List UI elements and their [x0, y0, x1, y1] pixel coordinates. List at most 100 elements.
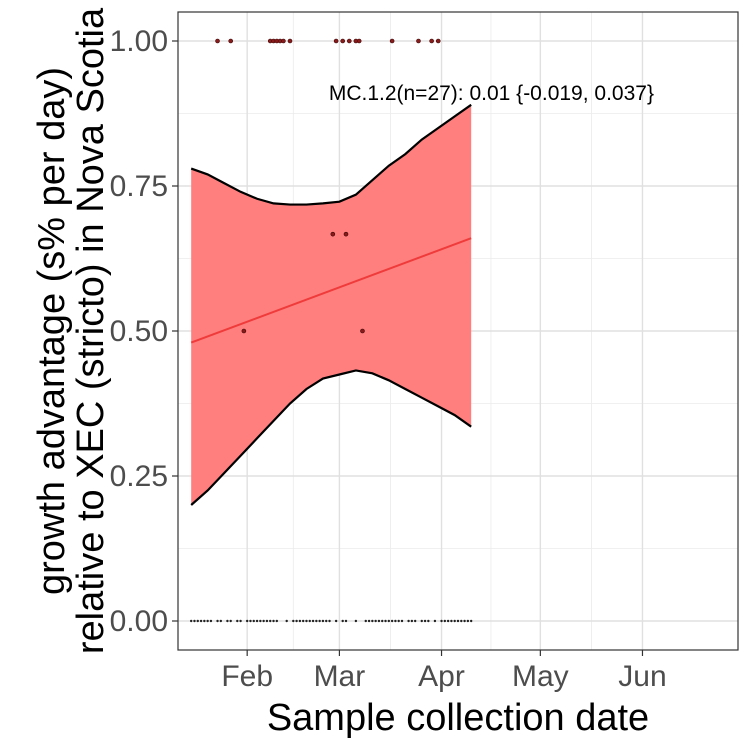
data-point — [429, 38, 434, 44]
data-point — [318, 619, 321, 623]
data-point — [364, 619, 367, 623]
data-point — [400, 619, 404, 623]
x-axis-title: Sample collection date — [267, 697, 649, 739]
y-axis-title-line-2: relative to XEC (stricto) in Nova Scotia — [70, 7, 112, 654]
data-point — [384, 619, 387, 623]
data-point — [241, 328, 247, 334]
data-point — [420, 619, 423, 623]
data-point — [226, 619, 229, 623]
data-point — [340, 38, 346, 44]
data-point — [216, 619, 219, 623]
data-point — [228, 38, 234, 44]
data-point — [219, 619, 223, 623]
data-point — [466, 619, 470, 623]
fit-line — [190, 237, 472, 344]
data-point — [298, 619, 302, 623]
data-point — [354, 619, 358, 623]
y-tick-label: 0.00 — [110, 605, 168, 638]
data-point — [344, 619, 348, 623]
data-point — [394, 619, 397, 623]
confidence-lower-line — [190, 369, 472, 506]
data-point — [356, 38, 362, 44]
data-point — [215, 38, 220, 44]
data-point — [427, 619, 430, 623]
data-point — [325, 619, 328, 623]
fit-line-group — [190, 237, 472, 344]
data-point — [321, 619, 325, 623]
data-point — [387, 619, 391, 623]
data-point — [311, 619, 315, 623]
data-point — [295, 619, 298, 623]
x-axis-ticks: Feb Mar Apr May Jun — [221, 650, 667, 693]
data-point — [390, 619, 394, 623]
data-point — [377, 619, 381, 623]
data-point — [287, 38, 293, 44]
data-point — [330, 231, 336, 237]
data-point — [203, 619, 206, 623]
data-point — [265, 619, 269, 623]
x-tick-label: Jun — [618, 660, 666, 693]
data-point — [397, 619, 400, 623]
data-point — [275, 619, 279, 623]
data-point — [315, 619, 318, 623]
data-point — [333, 38, 339, 44]
x-tick-label: May — [512, 660, 569, 693]
x-tick-label: Feb — [221, 660, 273, 693]
data-point — [236, 619, 239, 623]
y-tick-label: 0.25 — [110, 460, 168, 493]
data-point — [456, 619, 460, 623]
confidence-upper-line — [190, 103, 472, 206]
data-point — [443, 619, 447, 623]
data-point — [433, 619, 437, 623]
data-point — [407, 619, 410, 623]
data-point — [305, 619, 308, 623]
y-axis-title: growth advantage (s% per day) relative t… — [31, 7, 112, 654]
data-points — [189, 38, 473, 623]
data-point — [440, 619, 443, 623]
data-point — [196, 619, 199, 623]
data-point — [249, 619, 252, 623]
y-tick-label: 1.00 — [110, 25, 168, 58]
data-point — [360, 328, 365, 334]
data-point — [308, 619, 311, 623]
data-point — [245, 619, 249, 623]
data-point — [453, 619, 456, 623]
data-point — [206, 619, 209, 623]
y-tick-label: 0.50 — [110, 315, 168, 348]
data-point — [189, 619, 193, 623]
data-point — [269, 619, 272, 623]
data-point — [435, 38, 441, 44]
data-point — [229, 619, 232, 623]
y-axis-ticks: 0.00 0.25 0.50 0.75 1.00 — [110, 25, 178, 638]
data-point — [446, 619, 450, 623]
x-tick-label: Apr — [418, 660, 465, 693]
data-point — [281, 38, 286, 44]
x-tick-label: Mar — [314, 660, 366, 693]
data-point — [423, 619, 427, 623]
confidence-band-group — [190, 103, 472, 506]
data-point — [371, 619, 374, 623]
data-point — [367, 619, 371, 623]
data-point — [416, 38, 421, 44]
data-point — [389, 38, 395, 44]
data-point — [343, 231, 349, 237]
data-point — [259, 619, 262, 623]
data-point — [328, 619, 331, 623]
data-point — [292, 619, 295, 623]
confidence-band — [191, 104, 472, 506]
data-point — [463, 619, 466, 623]
data-point — [450, 619, 453, 623]
data-point — [374, 619, 377, 623]
data-point — [469, 619, 473, 623]
data-point — [301, 619, 305, 623]
y-axis-title-line-1: growth advantage (s% per day) — [31, 67, 73, 595]
data-point — [346, 38, 352, 44]
data-point — [413, 619, 417, 623]
data-point — [334, 619, 338, 623]
data-point — [381, 619, 384, 623]
data-point — [255, 619, 259, 623]
data-point — [209, 619, 213, 623]
data-point — [262, 619, 265, 623]
data-point — [239, 619, 242, 623]
